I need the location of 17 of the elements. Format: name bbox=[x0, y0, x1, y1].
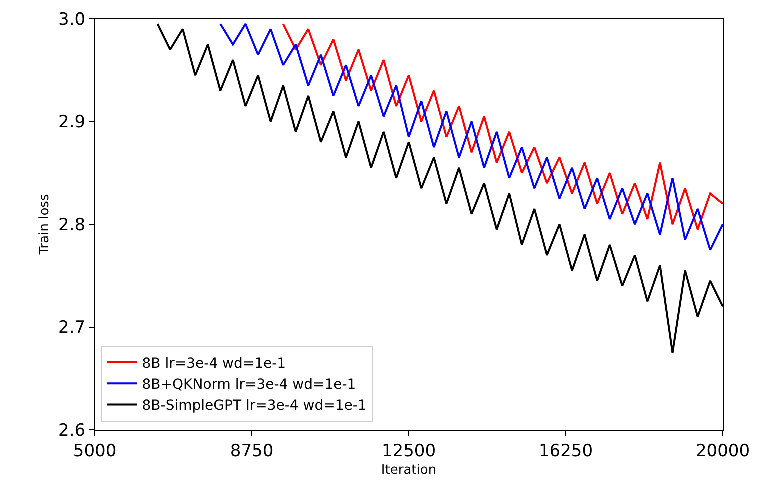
legend-label: 8B+QKNorm lr=3e-4 wd=1e-1 bbox=[142, 377, 356, 394]
legend-label: 8B-SimpleGPT lr=3e-4 wd=1e-1 bbox=[142, 398, 367, 414]
x-axis-title: Iteration bbox=[381, 463, 437, 478]
x-tick-label: 16250 bbox=[538, 441, 594, 462]
line-series bbox=[220, 23, 723, 252]
y-tick-label: 2.9 bbox=[58, 112, 86, 133]
y-tick-label: 2.6 bbox=[58, 420, 86, 441]
x-tick-label: 5000 bbox=[73, 441, 117, 462]
line-series bbox=[282, 23, 723, 231]
x-tick-label: 8750 bbox=[230, 441, 274, 462]
legend-label: 8B lr=3e-4 wd=1e-1 bbox=[142, 356, 286, 372]
y-tick-label: 2.7 bbox=[58, 318, 86, 338]
x-tick-label: 12500 bbox=[382, 441, 436, 462]
x-tick-label: 20000 bbox=[696, 441, 750, 462]
y-axis-title: Train loss bbox=[38, 194, 53, 256]
y-tick-label: 2.8 bbox=[58, 215, 86, 236]
y-tick-label: 3.0 bbox=[58, 10, 86, 30]
